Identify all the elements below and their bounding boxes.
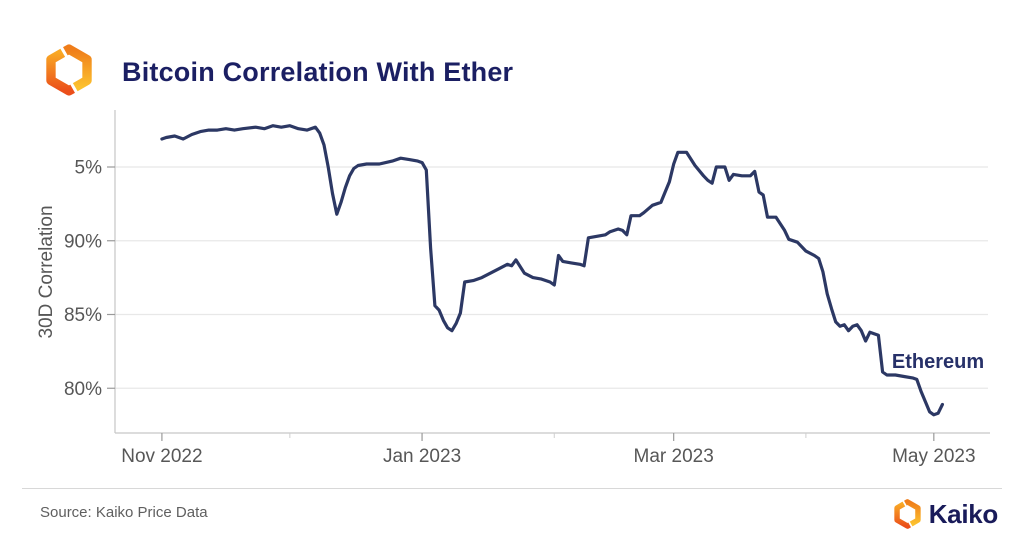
y-axis-title: 30D Correlation — [36, 205, 57, 338]
kaiko-logo-icon — [44, 42, 94, 98]
y-tick-label: 80% — [64, 379, 102, 400]
kaiko-brand: Kaiko — [893, 498, 998, 530]
x-tick-label: Nov 2022 — [121, 446, 202, 467]
ethereum-series-line — [160, 124, 945, 417]
axis-ticks — [107, 166, 935, 441]
source-attribution: Source: Kaiko Price Data — [40, 504, 208, 521]
gridlines — [115, 166, 988, 389]
x-tick-label: Jan 2023 — [383, 446, 461, 467]
kaiko-wordmark: Kaiko — [928, 498, 999, 529]
series-label-ethereum: Ethereum — [892, 351, 984, 373]
footer-divider — [22, 488, 1002, 489]
y-tick-label: 90% — [64, 231, 102, 252]
chart-title: Bitcoin Correlation With Ether — [122, 57, 514, 87]
axis-tick-labels: 5% 90% 85% 80% Nov 2022 Jan 2023 Mar 2023 May 2… — [64, 158, 976, 468]
x-tick-label: Mar 2023 — [634, 446, 714, 467]
y-tick-label: 5% — [75, 158, 103, 179]
y-tick-label: 85% — [64, 305, 102, 326]
x-tick-label: May 2023 — [892, 446, 975, 467]
kaiko-logo-icon — [893, 498, 922, 530]
